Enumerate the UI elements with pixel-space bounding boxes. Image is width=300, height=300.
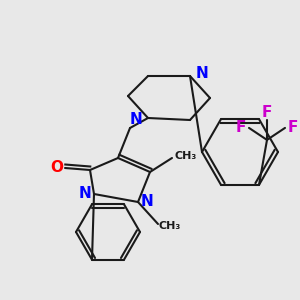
Text: N: N bbox=[196, 67, 208, 82]
Text: N: N bbox=[79, 187, 92, 202]
Text: CH₃: CH₃ bbox=[159, 221, 181, 231]
Text: N: N bbox=[141, 194, 153, 209]
Text: F: F bbox=[236, 120, 246, 135]
Text: N: N bbox=[130, 112, 142, 128]
Text: F: F bbox=[262, 105, 272, 120]
Text: O: O bbox=[50, 160, 64, 175]
Text: F: F bbox=[288, 120, 298, 135]
Text: CH₃: CH₃ bbox=[175, 151, 197, 161]
